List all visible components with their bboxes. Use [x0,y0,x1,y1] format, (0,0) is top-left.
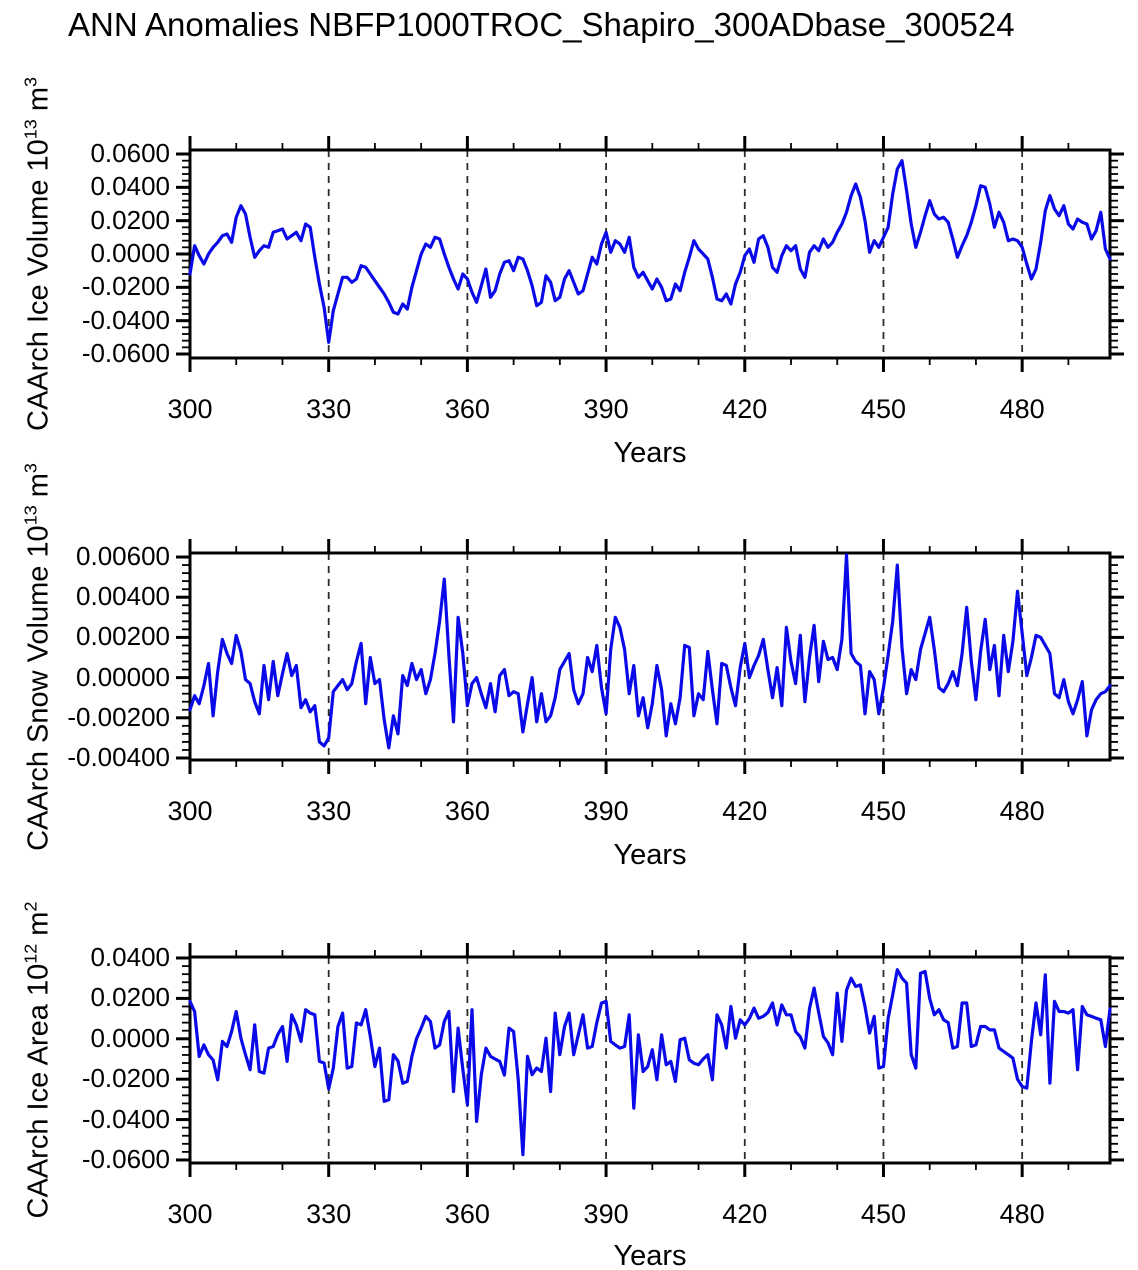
y-tick-label: -0.0600 [81,338,170,368]
y-tick-label: 0.0200 [90,982,170,1013]
plot-frame [188,955,1112,1165]
x-axis-title-panel2: Years [613,839,687,871]
y-tick-label: -0.0400 [81,1103,170,1134]
y-tick-label: 0.0000 [90,1022,170,1053]
x-tick-label: 390 [583,394,629,424]
y-tick-label: -0.0200 [81,271,170,302]
x-tick-label: 300 [167,1199,213,1229]
y-tick-label: -0.0600 [81,1143,170,1174]
x-tick-label: 300 [167,394,213,424]
series-line [188,968,1112,1157]
x-tick-label: 360 [444,394,490,424]
unit: m [22,911,55,944]
x-tick-label: 360 [444,1199,490,1229]
y-tick-label: 0.00000 [76,661,170,692]
unit-exponent: 3 [20,77,41,88]
x-tick-label: 300 [167,796,213,826]
y-tick-label: -0.0400 [81,304,170,335]
exponent: 13 [20,505,41,526]
y-tick-label: 0.00200 [76,621,170,652]
x-tick-label: 480 [999,394,1045,424]
unit: m [22,87,55,120]
unit: m [22,473,55,506]
x-tick-label: 420 [722,394,768,424]
x-tick-label: 360 [444,796,490,826]
y-tick-label: -0.0200 [81,1063,170,1094]
exponent: 13 [20,119,41,140]
x-tick-label: 420 [722,796,768,826]
x-tick-label: 450 [860,796,906,826]
x-tick-label: 330 [306,394,352,424]
x-tick-label: 330 [306,796,352,826]
page-title: ANN Anomalies NBFP1000TROC_Shapiro_300AD… [68,6,1015,43]
x-tick-label: 420 [722,1199,768,1229]
plot-frame [188,551,1112,762]
x-tick-label: 480 [999,796,1045,826]
series-line [188,159,1112,344]
y-tick-label: 0.0000 [90,238,170,268]
y-tick-label: 0.00400 [76,581,170,612]
y-axis-title-snow-volume: CAArch Snow Volume 1013 m3 [21,463,56,851]
x-tick-label: 450 [860,1199,906,1229]
x-axis-title-panel1: Years [613,437,687,469]
series-line [188,553,1112,750]
y-tick-label: 0.0400 [90,942,170,972]
plot-frame [188,148,1112,360]
unit-exponent: 2 [20,901,41,912]
y-tick-label: -0.00200 [67,701,170,732]
y-tick-label: 0.0600 [90,138,170,168]
x-tick-label: 390 [583,796,629,826]
x-tick-label: 390 [583,1199,629,1229]
x-tick-label: 480 [999,1199,1045,1229]
y-tick-label: 0.00600 [76,541,170,572]
x-axis-title-panel3: Years [613,1240,687,1270]
y-tick-label: 0.0400 [90,171,170,202]
y-tick-label: 0.0200 [90,204,170,235]
x-tick-label: 450 [860,394,906,424]
x-tick-label: 330 [306,1199,352,1229]
y-tick-label: -0.00400 [67,741,170,772]
unit-exponent: 3 [20,463,41,474]
